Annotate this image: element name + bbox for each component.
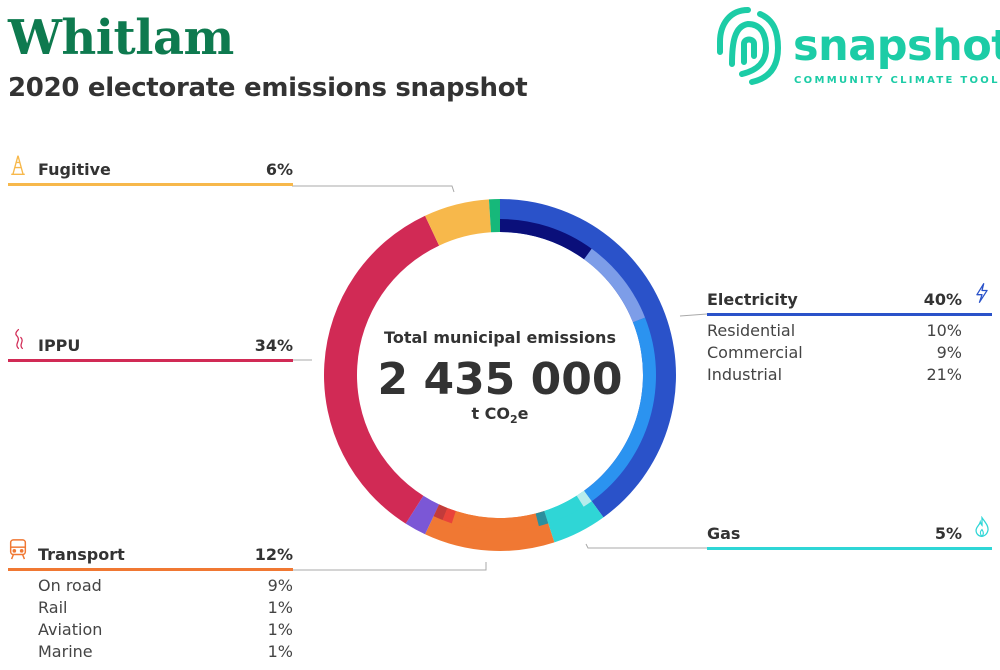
sub-pct: 10%	[926, 321, 962, 340]
sub-label: Marine	[38, 642, 93, 661]
ippu-pct: 34%	[254, 336, 293, 355]
transport-item-on-road: On road 9%	[8, 575, 293, 597]
total-emissions-unit: t CO2e	[360, 404, 640, 426]
inner-slice-transport-marine	[535, 511, 549, 527]
transport-header: Transport 12%	[8, 545, 293, 571]
inner-slice-electricity-residential	[500, 219, 592, 260]
sub-pct: 1%	[267, 620, 293, 639]
legend-fugitive: Fugitive 6%	[8, 155, 293, 186]
logo-tagline: COMMUNITY CLIMATE TOOL	[794, 75, 1000, 86]
transport-pct: 12%	[254, 545, 293, 564]
leader-line-electricity	[679, 313, 708, 317]
ippu-label: IPPU	[38, 336, 81, 355]
electricity-item-industrial: Industrial 21%	[707, 364, 992, 386]
inner-slice-transport-on-road	[451, 511, 539, 532]
inner-slice-transport-rail	[442, 507, 456, 524]
leader-lines	[292, 185, 708, 571]
fugitive-pct: 6%	[265, 160, 293, 179]
unit-suffix: e	[517, 404, 529, 423]
inner-ring	[433, 219, 656, 532]
legend-ippu: IPPU 34%	[8, 328, 293, 362]
ippu-header: IPPU 34%	[8, 336, 293, 362]
sub-pct: 9%	[267, 576, 293, 595]
legend-gas: Gas 5%	[707, 516, 992, 550]
legend-electricity: Electricity 40% Residential 10% Commerci…	[707, 283, 992, 386]
electricity-item-commercial: Commercial 9%	[707, 342, 992, 364]
sub-pct: 1%	[267, 642, 293, 661]
legend-transport: Transport 12% On road 9% Rail 1% Aviatio…	[8, 539, 293, 663]
donut-slice-ippu	[324, 215, 440, 524]
total-emissions-label: Total municipal emissions	[384, 328, 616, 347]
electricity-breakdown: Residential 10% Commercial 9% Industrial…	[707, 320, 992, 386]
donut-slice-gas	[544, 490, 604, 543]
transport-breakdown: On road 9% Rail 1% Aviation 1% Marine 1%	[8, 575, 293, 663]
page-subtitle: 2020 electorate emissions snapshot	[8, 73, 528, 103]
sub-pct: 21%	[926, 365, 962, 384]
inner-slice-gas-gas-b	[544, 495, 584, 524]
leader-line-gas	[585, 543, 707, 549]
gas-pct: 5%	[934, 524, 962, 543]
unit-subscript: 2	[510, 413, 518, 427]
oil-derrick-icon	[11, 155, 25, 175]
transport-item-aviation: Aviation 1%	[8, 619, 293, 641]
logo-wordmark: snapshot	[793, 21, 1000, 71]
leader-line-fugitive	[292, 185, 455, 193]
lightning-icon	[976, 283, 988, 303]
fugitive-label: Fugitive	[38, 160, 111, 179]
inner-slice-transport-aviation	[433, 504, 448, 521]
sub-label: Industrial	[707, 365, 783, 384]
sub-label: On road	[38, 576, 102, 595]
sub-pct: 1%	[267, 598, 293, 617]
sub-label: Commercial	[707, 343, 803, 362]
electricity-label: Electricity	[707, 290, 798, 309]
sub-label: Aviation	[38, 620, 103, 639]
sub-label: Residential	[707, 321, 796, 340]
page-title: Whitlam	[8, 10, 234, 66]
fugitive-header: Fugitive 6%	[8, 160, 293, 186]
fingerprint-logo-icon	[717, 7, 782, 85]
smoke-icon	[15, 328, 23, 350]
inner-slice-gas-gas-a	[576, 490, 592, 507]
unit-prefix: t CO	[471, 404, 511, 423]
inner-slice-electricity-commercial	[584, 248, 646, 323]
gas-header: Gas 5%	[707, 524, 992, 550]
total-emissions-value: 2 435 000	[377, 354, 623, 405]
donut-slice-waste	[405, 495, 440, 535]
transport-item-rail: Rail 1%	[8, 597, 293, 619]
inner-slice-electricity-industrial	[584, 317, 656, 502]
electricity-item-residential: Residential 10%	[707, 320, 992, 342]
electricity-pct: 40%	[923, 290, 962, 309]
transport-label: Transport	[38, 545, 125, 564]
sub-pct: 9%	[936, 343, 962, 362]
electricity-header: Electricity 40%	[707, 290, 992, 316]
donut-slice-agriculture	[488, 199, 500, 233]
gas-label: Gas	[707, 524, 741, 543]
transport-item-marine: Marine 1%	[8, 641, 293, 663]
sub-label: Rail	[38, 598, 68, 617]
flame-icon	[975, 516, 989, 538]
leader-line-transport	[292, 562, 487, 571]
train-icon	[9, 539, 27, 560]
donut-slice-fugitive	[425, 199, 492, 246]
